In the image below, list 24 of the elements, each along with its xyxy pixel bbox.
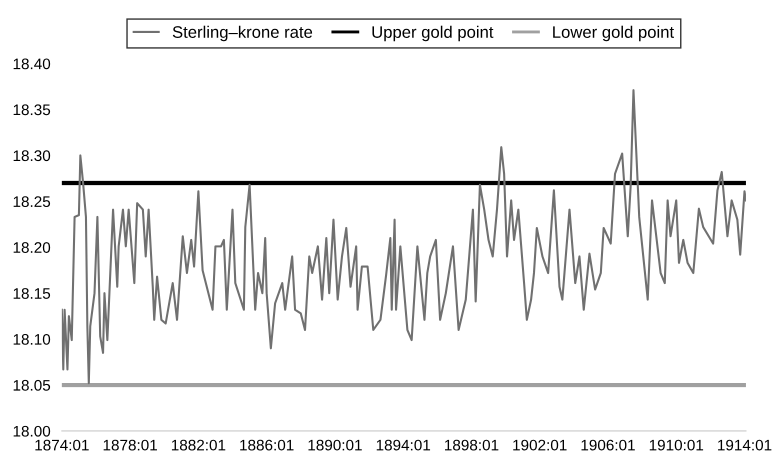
x-tick-label: 1894:01 — [376, 440, 430, 451]
x-tick-label: 1874:01 — [35, 440, 89, 451]
legend-label: Lower gold point — [553, 26, 674, 42]
y-tick-label: 18.35 — [14, 104, 50, 116]
y-tick-label: 18.10 — [14, 334, 50, 345]
legend-label: Sterling–krone rate — [172, 26, 312, 42]
x-tick-label: 1910:01 — [650, 440, 704, 451]
y-tick-label: 18.30 — [14, 150, 50, 162]
x-tick-label: 1882:01 — [172, 440, 226, 451]
x-tick-label: 1898:01 — [445, 440, 498, 451]
x-tick-label: 1886:01 — [240, 440, 294, 451]
x-tick-label: 1878:01 — [104, 440, 157, 451]
legend-label: Upper gold point — [372, 26, 494, 42]
x-tick-label: 1906:01 — [582, 440, 635, 451]
y-tick-label: 18.05 — [14, 380, 50, 391]
line-series — [62, 89, 746, 384]
x-tick-label: 1890:01 — [308, 440, 362, 451]
y-tick-label: 18.40 — [14, 58, 50, 70]
y-tick-label: 18.15 — [14, 288, 50, 299]
x-tick-label: 1902:01 — [513, 440, 567, 451]
y-tick-label: 18.20 — [14, 242, 50, 253]
y-tick-label: 18.00 — [14, 426, 50, 437]
x-tick-label: 1914:01 — [718, 440, 772, 451]
y-tick-label: 18.25 — [14, 196, 50, 208]
